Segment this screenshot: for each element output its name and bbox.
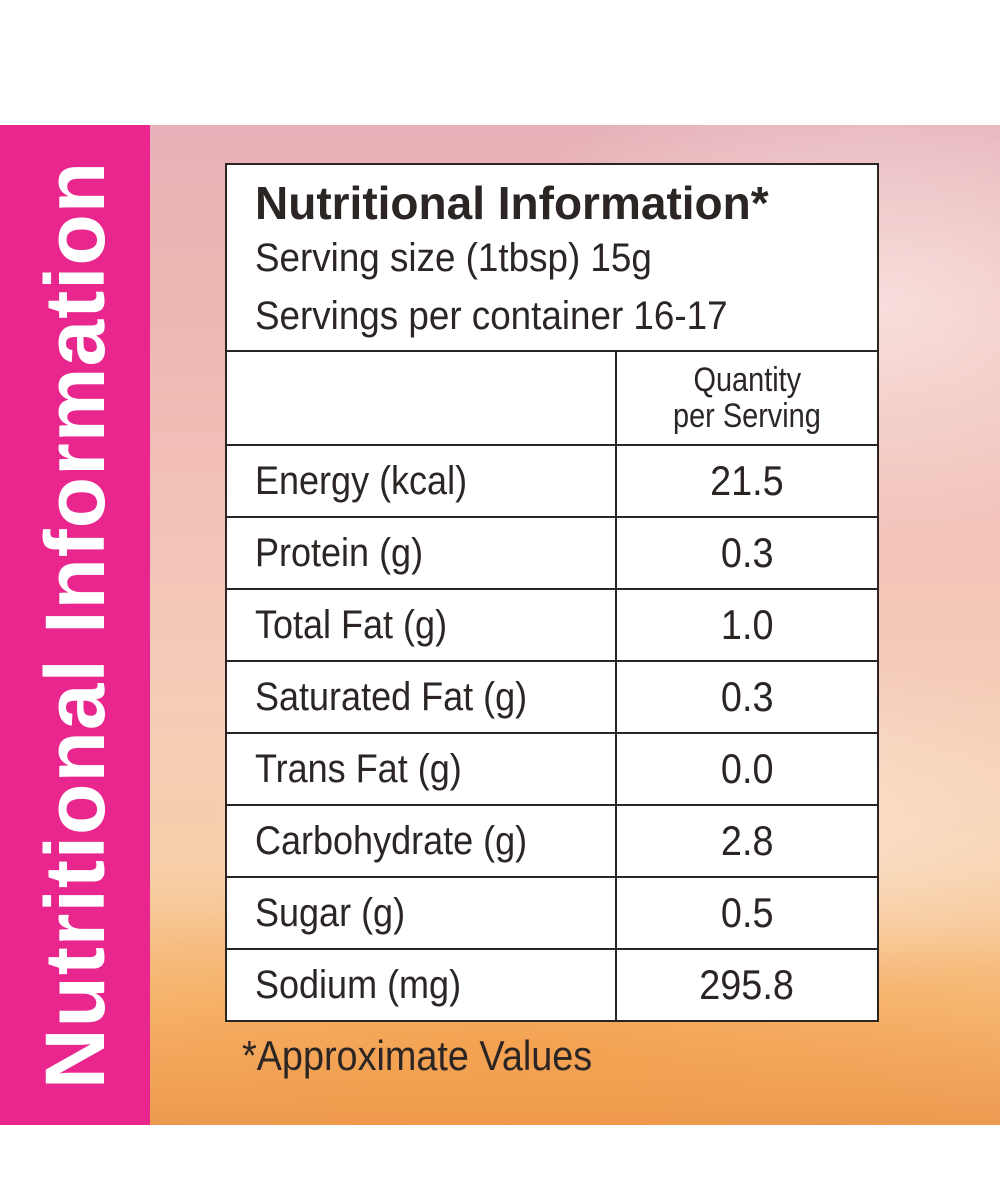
label-header: Nutritional Information* Serving size (1… xyxy=(227,165,877,352)
serving-size: Serving size (1tbsp) 15g xyxy=(255,236,652,280)
nutrient-value: 21.5 xyxy=(616,445,877,518)
nutrient-name: Total Fat (g) xyxy=(227,589,617,662)
table-row: Carbohydrate (g) 2.8 xyxy=(227,805,877,878)
side-band xyxy=(0,125,150,1125)
nutrient-name: Energy (kcal) xyxy=(227,445,617,518)
footnote: *Approximate Values xyxy=(242,1032,593,1079)
nutrient-value: 0.0 xyxy=(616,733,877,806)
servings-per-container: Servings per container 16-17 xyxy=(255,294,728,338)
label-title: Nutritional Information* xyxy=(255,177,769,229)
nutrient-name: Sodium (mg) xyxy=(227,949,617,1020)
table-row: Sodium (mg) 295.8 xyxy=(227,949,877,1020)
side-title: Nutritional Information xyxy=(28,160,122,1090)
empty-header-cell xyxy=(227,352,617,446)
nutrient-name: Sugar (g) xyxy=(227,877,617,950)
quantity-header-line2: per Serving xyxy=(673,397,821,435)
nutrient-value: 0.5 xyxy=(616,877,877,950)
nutrient-name: Protein (g) xyxy=(227,517,617,590)
nutrient-value: 0.3 xyxy=(616,517,877,590)
table-row: Saturated Fat (g) 0.3 xyxy=(227,661,877,734)
nutrient-value: 0.3 xyxy=(616,661,877,734)
nutrient-value: 1.0 xyxy=(616,589,877,662)
quantity-header: Quantity per Serving xyxy=(616,352,877,446)
table-header-row: Quantity per Serving xyxy=(227,352,877,446)
table-row: Protein (g) 0.3 xyxy=(227,517,877,590)
nutrient-value: 295.8 xyxy=(699,961,795,1008)
table-row: Total Fat (g) 1.0 xyxy=(227,589,877,662)
table-row: Trans Fat (g) 0.0 xyxy=(227,733,877,806)
nutrient-name: Saturated Fat (g) xyxy=(227,661,617,734)
nutrient-value: 2.8 xyxy=(616,805,877,878)
nutrition-label: Nutritional Information* Serving size (1… xyxy=(225,163,879,1022)
nutrient-name: Carbohydrate (g) xyxy=(227,805,617,878)
nutrient-name: Trans Fat (g) xyxy=(227,733,617,806)
quantity-header-line1: Quantity xyxy=(693,361,801,399)
table-row: Energy (kcal) 21.5 xyxy=(227,445,877,518)
table-row: Sugar (g) 0.5 xyxy=(227,877,877,950)
nutrition-table: Quantity per Serving Energy (kcal) 21.5 … xyxy=(227,352,877,1020)
